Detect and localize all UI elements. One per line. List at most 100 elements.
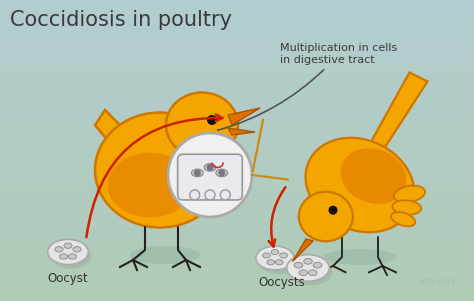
Bar	[0, 292, 474, 296]
Bar	[0, 90, 474, 94]
Circle shape	[190, 190, 200, 200]
Bar	[0, 196, 474, 200]
Ellipse shape	[299, 270, 308, 276]
Bar	[0, 120, 474, 124]
Bar	[0, 193, 474, 197]
Bar	[0, 247, 474, 251]
Bar	[0, 96, 474, 100]
Ellipse shape	[271, 250, 279, 255]
Bar	[0, 84, 474, 88]
Circle shape	[168, 133, 252, 217]
Bar	[0, 235, 474, 239]
Bar	[0, 277, 474, 281]
Bar	[0, 57, 474, 61]
Bar	[0, 280, 474, 284]
Ellipse shape	[166, 92, 238, 157]
FancyArrowPatch shape	[269, 187, 285, 247]
Bar	[0, 268, 474, 272]
Bar	[0, 63, 474, 67]
Ellipse shape	[51, 244, 91, 268]
Ellipse shape	[391, 212, 415, 226]
Bar	[0, 295, 474, 299]
Bar	[0, 3, 474, 7]
Circle shape	[194, 169, 201, 176]
Bar	[0, 75, 474, 79]
Ellipse shape	[309, 270, 317, 276]
Bar	[0, 178, 474, 182]
Ellipse shape	[280, 253, 287, 258]
Circle shape	[220, 190, 230, 200]
Ellipse shape	[394, 186, 425, 203]
Ellipse shape	[130, 246, 200, 264]
Text: Oocyst: Oocyst	[48, 272, 88, 285]
Ellipse shape	[313, 262, 322, 268]
Bar	[0, 30, 474, 34]
Bar	[0, 102, 474, 106]
Bar	[0, 21, 474, 25]
Bar	[0, 187, 474, 191]
Bar	[0, 241, 474, 245]
Bar	[0, 129, 474, 133]
Bar	[0, 144, 474, 148]
Bar	[0, 27, 474, 31]
Bar	[0, 172, 474, 175]
Ellipse shape	[73, 247, 81, 252]
Ellipse shape	[392, 200, 421, 215]
Bar	[0, 12, 474, 16]
Ellipse shape	[256, 246, 294, 270]
Bar	[0, 169, 474, 172]
Text: Oocysts: Oocysts	[259, 276, 305, 289]
Ellipse shape	[275, 260, 283, 265]
Ellipse shape	[191, 169, 203, 177]
Bar	[0, 105, 474, 109]
Bar	[0, 0, 474, 4]
Polygon shape	[365, 73, 428, 158]
Bar	[0, 72, 474, 76]
Bar	[0, 253, 474, 257]
Bar	[0, 238, 474, 242]
Ellipse shape	[306, 138, 414, 232]
Bar	[0, 78, 474, 82]
Bar	[0, 135, 474, 139]
Ellipse shape	[64, 243, 72, 248]
Bar	[0, 93, 474, 97]
Bar	[0, 147, 474, 151]
Circle shape	[207, 164, 213, 171]
Bar	[0, 45, 474, 49]
Bar	[0, 18, 474, 22]
Bar	[0, 123, 474, 127]
Bar	[0, 202, 474, 206]
Bar	[0, 111, 474, 115]
Bar	[0, 141, 474, 145]
Ellipse shape	[55, 247, 63, 252]
Ellipse shape	[304, 259, 312, 264]
Ellipse shape	[95, 113, 225, 228]
Bar	[0, 265, 474, 269]
Bar	[0, 150, 474, 154]
Ellipse shape	[48, 239, 88, 265]
Polygon shape	[95, 110, 150, 180]
Ellipse shape	[59, 254, 68, 259]
Bar	[0, 199, 474, 203]
Bar	[0, 229, 474, 233]
Bar	[0, 160, 474, 163]
Bar	[0, 132, 474, 136]
Bar	[0, 108, 474, 112]
Bar	[0, 48, 474, 52]
Bar	[0, 256, 474, 260]
Bar	[0, 15, 474, 19]
Ellipse shape	[68, 254, 76, 259]
Bar	[0, 184, 474, 188]
Text: VKM 2015: VKM 2015	[420, 279, 455, 285]
Bar	[0, 271, 474, 275]
Ellipse shape	[340, 148, 407, 204]
Circle shape	[328, 206, 337, 215]
Bar	[0, 286, 474, 290]
Bar	[0, 81, 474, 85]
FancyArrowPatch shape	[86, 114, 222, 237]
Circle shape	[218, 169, 225, 176]
Bar	[0, 60, 474, 64]
Bar	[0, 66, 474, 70]
Ellipse shape	[267, 260, 274, 265]
Ellipse shape	[108, 153, 192, 218]
